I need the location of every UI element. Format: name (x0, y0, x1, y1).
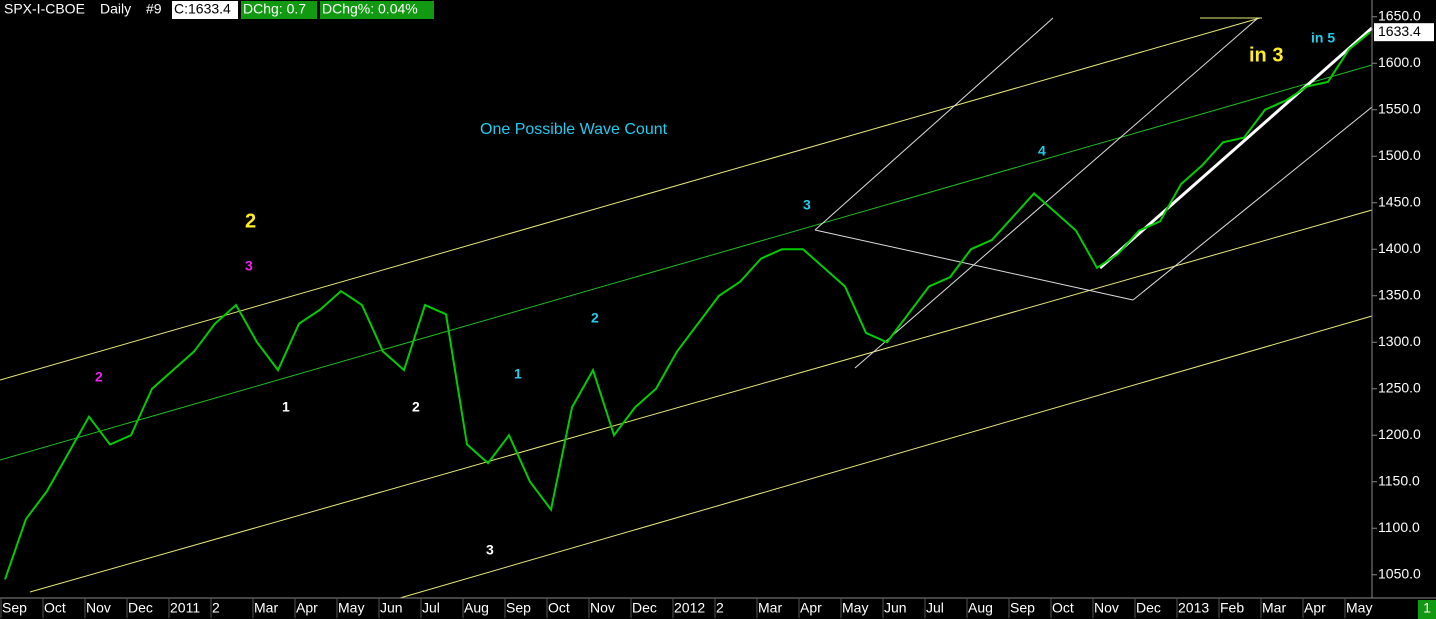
x-tick-label: Mar (254, 600, 278, 616)
x-tick-label: May (842, 600, 868, 616)
annotation: 3 (486, 542, 494, 558)
y-tick-label: 1350.0 (1378, 286, 1421, 302)
x-tick-label: Dec (128, 600, 153, 616)
last-price: 1633.4 (1378, 23, 1421, 39)
tag: #9 (146, 1, 162, 17)
x-tick-label: Aug (464, 600, 489, 616)
y-tick-label: 1050.0 (1378, 565, 1421, 581)
fork-line (854, 17, 1259, 369)
x-tick-label: Jul (926, 600, 944, 616)
annotation: in 3 (1249, 44, 1283, 66)
x-tick-label: 2 (212, 600, 220, 616)
y-tick-label: 1450.0 (1378, 193, 1421, 209)
last-price-box (1374, 23, 1434, 42)
change: DChg: 0.7 (243, 1, 306, 17)
channel-line (0, 17, 1261, 381)
change-pct: DChg%: 0.04% (322, 1, 418, 17)
x-tick-label: Sep (506, 600, 531, 616)
y-tick-label: 1550.0 (1378, 100, 1421, 116)
annotation: 2 (412, 399, 420, 415)
price-line (4, 31, 1371, 580)
y-tick-label: 1500.0 (1378, 147, 1421, 163)
x-tick-label: Dec (1136, 600, 1161, 616)
x-tick-label: Oct (1052, 600, 1074, 616)
x-tick-label: Sep (1010, 600, 1035, 616)
x-tick-label: Sep (2, 600, 27, 616)
y-tick-label: 1250.0 (1378, 379, 1421, 395)
x-tick-label: Jun (380, 600, 403, 616)
x-tick-label: Jul (422, 600, 440, 616)
x-tick-label: Apr (800, 600, 822, 616)
corner-badge: 1 (1423, 600, 1431, 616)
fork-line (1132, 106, 1373, 301)
annotation: 1 (514, 366, 522, 382)
x-tick-label: Mar (758, 600, 782, 616)
annotation: 4 (1038, 143, 1046, 159)
trend-lines (0, 17, 1373, 599)
x-tick-label: May (338, 600, 364, 616)
y-tick-label: 1600.0 (1378, 54, 1421, 70)
close: C:1633.4 (174, 1, 231, 17)
badge-box (1418, 600, 1436, 619)
x-tick-label: Nov (1094, 600, 1119, 616)
x-tick-label: Oct (44, 600, 66, 616)
x-tick-label: Apr (1304, 600, 1326, 616)
annotation: 2 (245, 210, 256, 232)
x-tick-label: Nov (86, 600, 111, 616)
x-tick-label: Mar (1262, 600, 1286, 616)
annotation: in 5 (1311, 30, 1335, 46)
period: Daily (100, 1, 131, 17)
header-box (241, 1, 317, 19)
symbol: SPX-I-CBOE (4, 1, 85, 17)
x-tick-label: Oct (548, 600, 570, 616)
x-tick-label: Nov (590, 600, 615, 616)
x-tick-label: Apr (296, 600, 318, 616)
annotation: 3 (245, 258, 253, 274)
annotation: 2 (591, 310, 599, 326)
x-tick-label: Aug (968, 600, 993, 616)
annotation: 2 (95, 369, 103, 385)
header-box (172, 1, 238, 19)
channel-line (0, 64, 1373, 461)
annotation: 1 (282, 399, 290, 415)
annotations: One Possible Wave Count 2 3 2 1 2 3 1 2 … (95, 30, 1335, 558)
fork-line (814, 17, 1054, 231)
x-tick-label: Feb (1220, 600, 1244, 616)
channel-line (399, 315, 1373, 599)
x-tick-label: 2012 (674, 600, 705, 616)
annotation: One Possible Wave Count (480, 121, 668, 138)
x-tick-label: 2011 (170, 600, 200, 616)
x-tick-label: 2 (716, 600, 724, 616)
y-tick-label: 1400.0 (1378, 240, 1421, 256)
y-tick-label: 1200.0 (1378, 426, 1421, 442)
x-tick-label: 2013 (1178, 600, 1209, 616)
y-tick-label: 1100.0 (1378, 519, 1420, 535)
header-box (320, 1, 434, 19)
x-tick-label: May (1346, 600, 1372, 616)
annotation: 3 (803, 197, 811, 213)
channel-line (29, 209, 1373, 593)
y-tick-label: 1150.0 (1378, 472, 1420, 488)
y-tick-label: 1300.0 (1378, 333, 1421, 349)
header-box (0, 0, 172, 20)
y-tick-label: 1650.0 (1378, 7, 1421, 23)
x-tick-label: Jun (884, 600, 907, 616)
x-tick-label: Dec (632, 600, 657, 616)
